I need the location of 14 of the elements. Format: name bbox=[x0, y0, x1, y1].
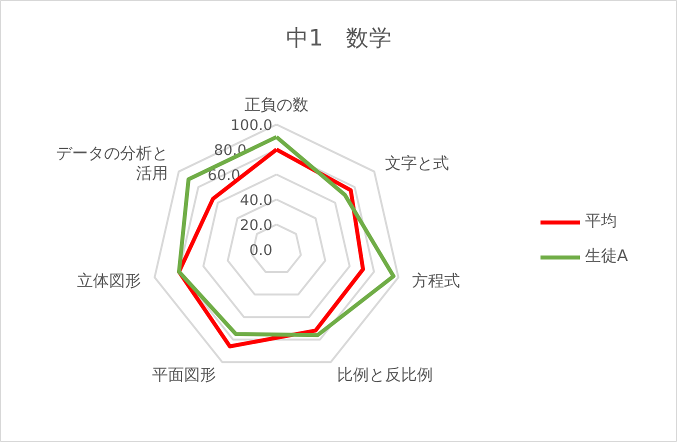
spoke-label: 立体図形 bbox=[76, 270, 141, 290]
y-tick-label: 100.0 bbox=[230, 117, 273, 134]
spoke-label: 平面図形 bbox=[152, 365, 216, 384]
spoke-label: 正負の数 bbox=[244, 95, 308, 114]
spoke-label: 文字と式 bbox=[385, 153, 450, 172]
legend-label: 生徒A bbox=[585, 246, 628, 267]
y-tick-label: 20.0 bbox=[240, 217, 273, 234]
spoke-label: 比例と反比例 bbox=[336, 365, 433, 384]
spoke-label: 方程式 bbox=[412, 270, 460, 290]
chart-title: 中1 数学 bbox=[286, 26, 392, 52]
spoke-label: データの分析と活用 bbox=[56, 143, 168, 182]
legend-label: 平均 bbox=[585, 211, 617, 232]
y-tick-label: 0.0 bbox=[249, 242, 273, 259]
y-tick-label: 40.0 bbox=[240, 192, 273, 209]
